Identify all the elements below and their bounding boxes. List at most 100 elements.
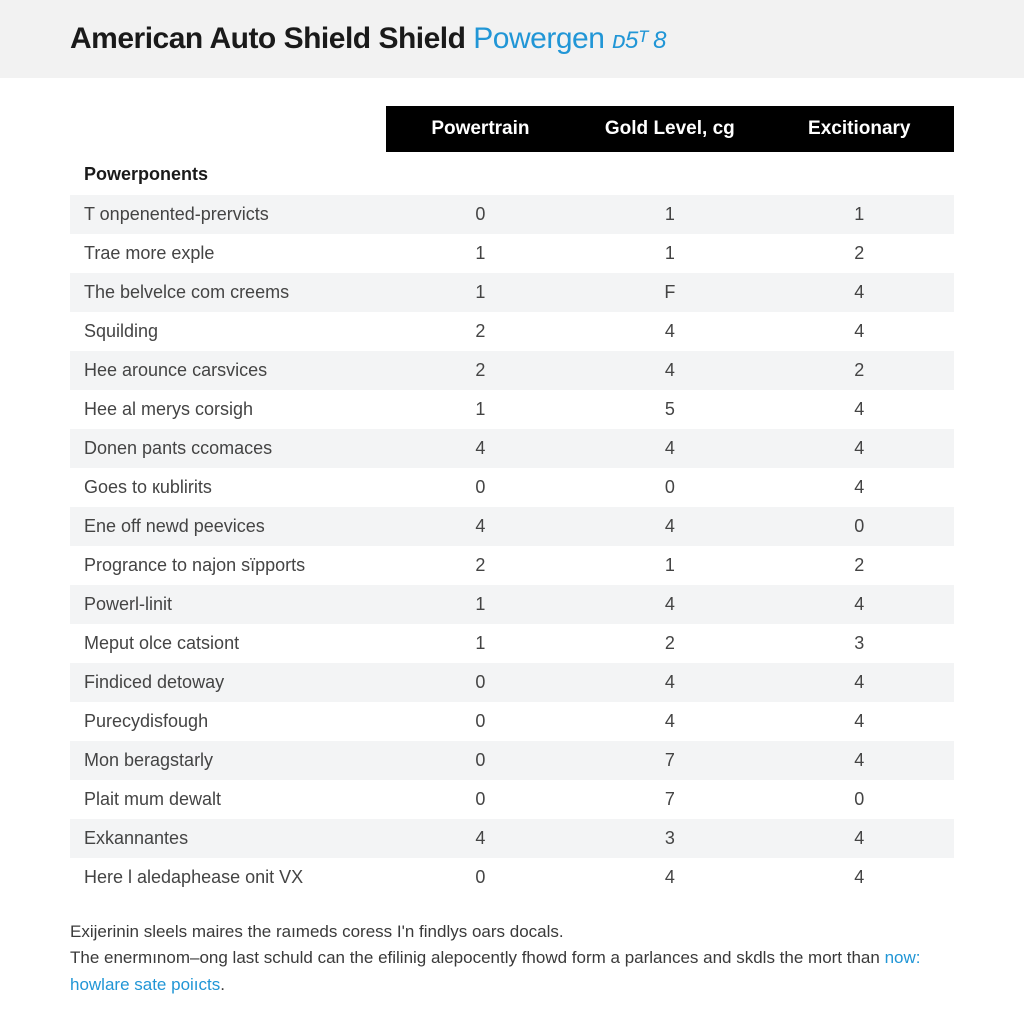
- cell-value: 0: [386, 741, 575, 780]
- section-blank: [765, 152, 954, 195]
- coverage-table: PowertrainGold Level, cgExcitionary Powe…: [70, 106, 954, 897]
- row-label: The belvelce com creems: [70, 273, 386, 312]
- section-label: Powerponents: [70, 152, 386, 195]
- col-header-blank: [70, 106, 386, 152]
- cell-value: 1: [765, 195, 954, 234]
- table-row: Mon beragstarly074: [70, 741, 954, 780]
- row-label: Hee al merys corsigh: [70, 390, 386, 429]
- row-label: Powerl-linit: [70, 585, 386, 624]
- table-row: Plait mum dewalt070: [70, 780, 954, 819]
- table-row: Findiced detoway044: [70, 663, 954, 702]
- table-row: The belvelce com creems1F4: [70, 273, 954, 312]
- row-label: Exkannantes: [70, 819, 386, 858]
- cell-value: 4: [765, 585, 954, 624]
- cell-value: 0: [386, 702, 575, 741]
- cell-value: 7: [575, 741, 764, 780]
- section-row: Powerponents: [70, 152, 954, 195]
- table-row: Trae more exple112: [70, 234, 954, 273]
- cell-value: 0: [765, 780, 954, 819]
- cell-value: 7: [575, 780, 764, 819]
- table-row: Here l aledaphease onit VX044: [70, 858, 954, 897]
- cell-value: 2: [575, 624, 764, 663]
- row-label: Goes to кublirits: [70, 468, 386, 507]
- cell-value: 0: [386, 468, 575, 507]
- title-black: American Auto Shield Shield: [70, 22, 473, 55]
- table-row: Goes to кublirits004: [70, 468, 954, 507]
- cell-value: 4: [765, 273, 954, 312]
- cell-value: 2: [765, 351, 954, 390]
- row-label: Here l aledaphease onit VX: [70, 858, 386, 897]
- cell-value: 3: [765, 624, 954, 663]
- cell-value: 4: [765, 390, 954, 429]
- table-body: PowerponentsT onpenented-prervicts011Tra…: [70, 152, 954, 897]
- cell-value: 4: [386, 429, 575, 468]
- cell-value: 3: [575, 819, 764, 858]
- footer-line-2b: .: [220, 975, 225, 994]
- footer-line-2: The enermınom–ong last schuld can the ef…: [70, 945, 954, 998]
- table-row: Ene off newd peevices440: [70, 507, 954, 546]
- page-title: American Auto Shield Shield Powergen ᴅ5ᵀ…: [70, 22, 954, 56]
- cell-value: 0: [386, 195, 575, 234]
- cell-value: 1: [575, 546, 764, 585]
- cell-value: 4: [575, 312, 764, 351]
- cell-value: 4: [765, 468, 954, 507]
- cell-value: 4: [765, 429, 954, 468]
- cell-value: F: [575, 273, 764, 312]
- row-label: Hee arounce carsvices: [70, 351, 386, 390]
- table-row: Meput olce catsiont123: [70, 624, 954, 663]
- cell-value: 1: [386, 624, 575, 663]
- cell-value: 4: [575, 585, 764, 624]
- header-bar: American Auto Shield Shield Powergen ᴅ5ᵀ…: [0, 0, 1024, 78]
- row-label: Purecydisfough: [70, 702, 386, 741]
- table-row: Squilding244: [70, 312, 954, 351]
- table-row: Powerl-linit144: [70, 585, 954, 624]
- title-blue: Powergen: [473, 22, 612, 55]
- footer-line-1: Exijerinin sleels maires the raımeds cor…: [70, 919, 954, 945]
- col-header: Excitionary: [765, 106, 954, 152]
- cell-value: 0: [386, 858, 575, 897]
- section-blank: [386, 152, 575, 195]
- cell-value: 4: [575, 429, 764, 468]
- cell-value: 4: [765, 663, 954, 702]
- cell-value: 2: [386, 546, 575, 585]
- cell-value: 4: [575, 858, 764, 897]
- cell-value: 1: [575, 234, 764, 273]
- cell-value: 4: [765, 819, 954, 858]
- cell-value: 4: [575, 507, 764, 546]
- row-label: Trae more exple: [70, 234, 386, 273]
- table-row: Hee arounce carsvices242: [70, 351, 954, 390]
- cell-value: 1: [386, 234, 575, 273]
- table-row: Exkannantes434: [70, 819, 954, 858]
- cell-value: 0: [575, 468, 764, 507]
- row-label: Meput olce catsiont: [70, 624, 386, 663]
- cell-value: 2: [386, 312, 575, 351]
- cell-value: 1: [386, 390, 575, 429]
- row-label: Plait mum dewalt: [70, 780, 386, 819]
- cell-value: 4: [575, 702, 764, 741]
- cell-value: 1: [386, 585, 575, 624]
- row-label: T onpenented-prervicts: [70, 195, 386, 234]
- col-header: Powertrain: [386, 106, 575, 152]
- table-row: T onpenented-prervicts011: [70, 195, 954, 234]
- row-label: Mon beragstarly: [70, 741, 386, 780]
- cell-value: 4: [765, 702, 954, 741]
- cell-value: 2: [386, 351, 575, 390]
- footer-line-2a: The enermınom–ong last schuld can the ef…: [70, 948, 885, 967]
- title-suffix: ᴅ5ᵀ 8: [612, 27, 666, 54]
- table-header-row: PowertrainGold Level, cgExcitionary: [70, 106, 954, 152]
- cell-value: 1: [575, 195, 764, 234]
- table-row: Hee al merys corsigh154: [70, 390, 954, 429]
- cell-value: 5: [575, 390, 764, 429]
- cell-value: 4: [575, 351, 764, 390]
- cell-value: 4: [765, 312, 954, 351]
- table-row: Purecydisfough044: [70, 702, 954, 741]
- section-blank: [575, 152, 764, 195]
- cell-value: 2: [765, 546, 954, 585]
- footer-text: Exijerinin sleels maires the raımeds cor…: [0, 897, 1024, 998]
- table-head: PowertrainGold Level, cgExcitionary: [70, 106, 954, 152]
- cell-value: 2: [765, 234, 954, 273]
- row-label: Squilding: [70, 312, 386, 351]
- col-header: Gold Level, cg: [575, 106, 764, 152]
- row-label: Findiced detoway: [70, 663, 386, 702]
- row-label: Donen pants ccomaces: [70, 429, 386, 468]
